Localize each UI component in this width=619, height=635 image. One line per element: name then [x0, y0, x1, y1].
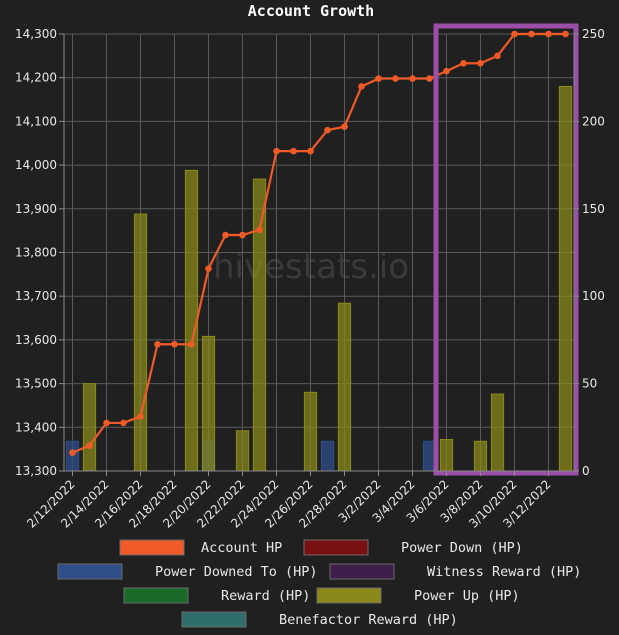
bar-power-up-hp: [558, 85, 573, 472]
point-account-hp: [171, 340, 178, 348]
legend-swatch-power-up-hp: [316, 587, 382, 604]
y-left-tick-label: 13,800: [15, 246, 57, 260]
bar-series: [65, 85, 573, 472]
point-account-hp: [341, 123, 348, 130]
bar-power-up-hp: [201, 335, 216, 472]
y-right-tick-label: 100: [582, 289, 605, 303]
legend-label-benefactor-reward-hp: Benefactor Reward (HP): [279, 612, 458, 628]
chart-title: Account Growth: [248, 2, 374, 20]
bar-power-up-hp: [439, 439, 454, 472]
y-right-tick-label: 200: [582, 114, 605, 128]
legend-label-power-downed-to-hp: Power Downed To (HP): [155, 564, 318, 580]
legend-swatch-power-down-hp: [303, 539, 369, 556]
legend-swatch-reward-hp: [123, 587, 189, 604]
y-right-tick-label: 0: [582, 464, 590, 478]
y-left-tick-label: 13,400: [15, 420, 57, 434]
y-left-tick-label: 13,900: [15, 202, 57, 216]
legend-swatch-power-downed-to-hp: [57, 563, 123, 580]
point-account-hp: [137, 413, 144, 420]
bar-power-downed-to-hp: [65, 440, 80, 472]
point-account-hp: [562, 30, 569, 38]
point-account-hp: [443, 67, 450, 75]
legend-label-power-up-hp: Power Up (HP): [414, 588, 520, 604]
legend-swatch-benefactor-reward-hp: [181, 611, 247, 628]
legend-label-account-hp: Account HP: [201, 540, 282, 556]
y-right-tick-label: 150: [582, 202, 605, 216]
point-account-hp: [154, 340, 161, 348]
y-left-tick-label: 14,000: [15, 158, 57, 172]
y-left-tick-label: 13,700: [15, 289, 57, 303]
y-left-tick-label: 13,600: [15, 333, 57, 347]
y-left-tick-label: 14,300: [15, 27, 57, 41]
point-account-hp: [324, 126, 331, 134]
point-account-hp: [69, 449, 76, 456]
point-account-hp: [392, 75, 399, 82]
point-account-hp: [222, 231, 229, 239]
bar-power-up-hp: [490, 393, 505, 472]
bar-power-up-hp: [235, 430, 250, 472]
point-account-hp: [120, 419, 127, 427]
point-account-hp: [511, 30, 518, 38]
bar-power-downed-to-hp: [320, 440, 335, 472]
point-account-hp: [103, 419, 110, 427]
y-left-tick-label: 14,100: [15, 114, 57, 128]
point-account-hp: [494, 52, 501, 60]
legend-label-power-down-hp: Power Down (HP): [401, 540, 523, 556]
point-account-hp: [358, 83, 365, 90]
y-left-tick-label: 13,300: [15, 464, 57, 478]
point-account-hp: [545, 30, 552, 38]
point-account-hp: [205, 265, 212, 272]
legend-swatch-witness-reward-hp: [329, 563, 395, 580]
legend-label-witness-reward-hp: Witness Reward (HP): [427, 564, 581, 580]
point-account-hp: [290, 147, 297, 155]
point-account-hp: [528, 30, 535, 38]
point-account-hp: [375, 75, 382, 82]
legend-swatch-account-hp: [119, 539, 185, 556]
bar-power-up-hp: [303, 391, 318, 472]
highlight-box: [433, 23, 579, 476]
point-account-hp: [460, 59, 467, 67]
bar-power-up-hp: [82, 383, 97, 472]
legend-label-reward-hp: Reward (HP): [221, 588, 310, 604]
point-account-hp: [256, 226, 263, 234]
point-account-hp: [409, 75, 416, 82]
point-account-hp: [86, 442, 93, 449]
highlight-rectangle: [433, 23, 579, 476]
bar-power-up-hp: [252, 178, 267, 472]
point-account-hp: [426, 75, 433, 82]
y-right-tick-label: 250: [582, 27, 605, 41]
bar-power-up-hp: [473, 440, 488, 472]
point-account-hp: [307, 147, 314, 155]
bar-power-up-hp: [133, 213, 148, 472]
point-account-hp: [239, 231, 246, 239]
y-right-tick-label: 50: [582, 377, 597, 391]
point-account-hp: [188, 340, 195, 348]
y-left-tick-label: 14,200: [15, 71, 57, 85]
line-series-account-hp: [69, 30, 569, 456]
point-account-hp: [477, 59, 484, 67]
legend: Account HP Power Down (HP) Power Downed To…: [57, 539, 581, 628]
bar-power-up-hp: [337, 302, 352, 472]
y-left-tick-label: 13,500: [15, 377, 57, 391]
point-account-hp: [273, 147, 280, 155]
